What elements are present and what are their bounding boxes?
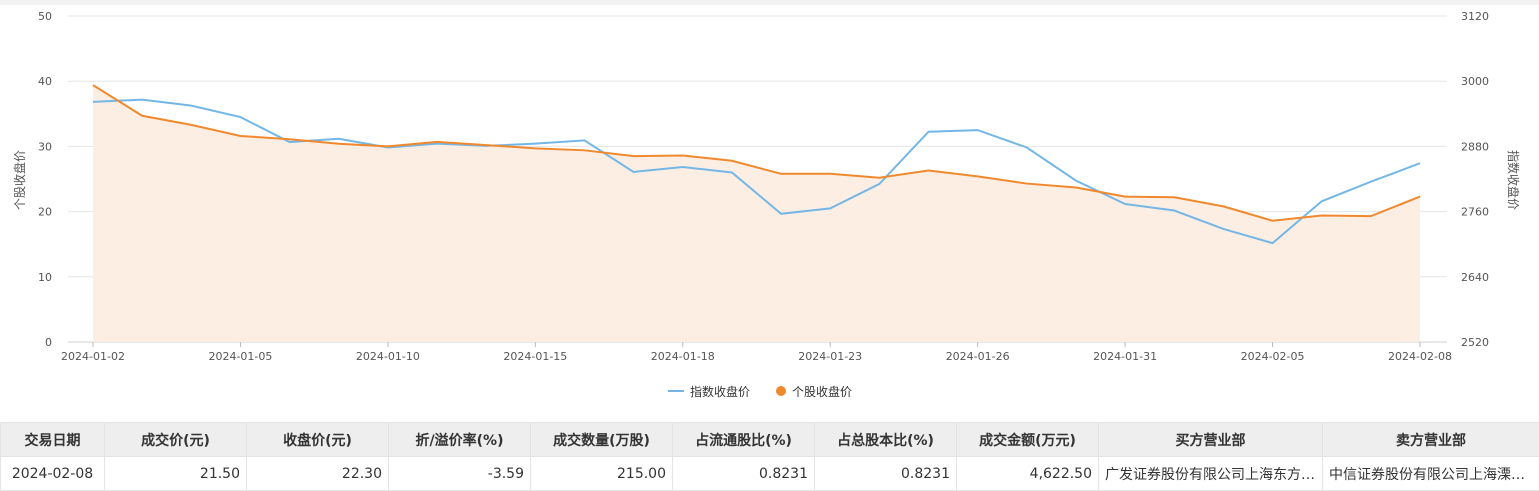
cell-buyer[interactable]: 广发证券股份有限公司上海东方路证券营业部 — [1099, 457, 1323, 491]
col-header[interactable]: 占流通股比(%) — [673, 423, 815, 457]
left-y-tick-label: 30 — [38, 140, 52, 153]
x-tick-label: 2024-01-26 — [946, 350, 1010, 363]
block-trade-table: 交易日期 成交价(元) 收盘价(元) 折/溢价率(%) 成交数量(万股) 占流通… — [0, 422, 1539, 491]
left-y-tick-label: 50 — [38, 10, 52, 23]
x-tick-label: 2024-01-18 — [651, 350, 715, 363]
left-y-tick-label: 10 — [38, 271, 52, 284]
cell-close-price: 22.30 — [247, 457, 389, 491]
chart-legend: 指数收盘价 个股收盘价 — [0, 380, 1539, 402]
col-header[interactable]: 成交价(元) — [105, 423, 247, 457]
col-header[interactable]: 收盘价(元) — [247, 423, 389, 457]
right-y-tick-label: 2760 — [1461, 206, 1489, 219]
col-header[interactable]: 卖方营业部 — [1323, 423, 1539, 457]
legend-dot-icon — [776, 386, 786, 396]
legend-item-stock[interactable]: 个股收盘价 — [776, 380, 852, 402]
cell-seller[interactable]: 中信证券股份有限公司上海溧阳路证券营业部 — [1323, 457, 1539, 491]
cell-premium-rate: -3.59 — [389, 457, 531, 491]
legend-index-label: 指数收盘价 — [690, 383, 750, 400]
x-ticks: 2024-01-02 2024-01-05 2024-01-10 2024-01-15… — [61, 342, 1452, 363]
x-tick-label: 2024-02-08 — [1388, 350, 1452, 363]
cell-float-ratio: 0.8231 — [673, 457, 815, 491]
cell-volume: 215.00 — [531, 457, 673, 491]
x-tick-label: 2024-01-10 — [356, 350, 420, 363]
left-y-axis-label: 个股收盘价 — [12, 150, 27, 210]
x-tick-label: 2024-02-05 — [1241, 350, 1305, 363]
right-y-tick-label: 2880 — [1461, 140, 1489, 153]
cell-trade-price: 21.50 — [105, 457, 247, 491]
legend-item-index[interactable]: 指数收盘价 — [668, 380, 750, 402]
left-y-tick-label: 40 — [38, 75, 52, 88]
right-y-tick-label: 2640 — [1461, 271, 1489, 284]
x-tick-label: 2024-01-31 — [1093, 350, 1157, 363]
col-header[interactable]: 成交金额(万元) — [957, 423, 1099, 457]
x-tick-label: 2024-01-02 — [61, 350, 125, 363]
cell-total-ratio: 0.8231 — [815, 457, 957, 491]
col-header[interactable]: 折/溢价率(%) — [389, 423, 531, 457]
cell-trade-date: 2024-02-08 — [1, 457, 105, 491]
col-header[interactable]: 占总股本比(%) — [815, 423, 957, 457]
col-header[interactable]: 买方营业部 — [1099, 423, 1323, 457]
right-y-ticks: 2520 2640 2760 2880 3000 3120 — [1461, 10, 1489, 349]
left-y-tick-label: 20 — [38, 206, 52, 219]
table-row: 2024-02-08 21.50 22.30 -3.59 215.00 0.82… — [1, 457, 1539, 491]
x-tick-label: 2024-01-05 — [208, 350, 272, 363]
col-header[interactable]: 成交数量(万股) — [531, 423, 673, 457]
right-y-axis-label: 指数收盘价 — [1506, 150, 1521, 210]
x-tick-label: 2024-01-23 — [798, 350, 862, 363]
left-y-tick-label: 0 — [45, 336, 52, 349]
cell-amount: 4,622.50 — [957, 457, 1099, 491]
table-header-row: 交易日期 成交价(元) 收盘价(元) 折/溢价率(%) 成交数量(万股) 占流通… — [1, 423, 1539, 457]
col-header[interactable]: 交易日期 — [1, 423, 105, 457]
legend-stock-label: 个股收盘价 — [792, 383, 852, 400]
legend-line-icon — [668, 390, 684, 392]
left-y-ticks: 0 10 20 30 40 50 — [38, 10, 52, 349]
x-tick-label: 2024-01-15 — [503, 350, 567, 363]
stock-area — [93, 85, 1420, 342]
right-y-tick-label: 3120 — [1461, 10, 1489, 23]
price-chart: 0 10 20 30 40 50 2520 2640 2760 2880 3000 3120 202… — [0, 0, 1539, 378]
right-y-tick-label: 3000 — [1461, 75, 1489, 88]
right-y-tick-label: 2520 — [1461, 336, 1489, 349]
